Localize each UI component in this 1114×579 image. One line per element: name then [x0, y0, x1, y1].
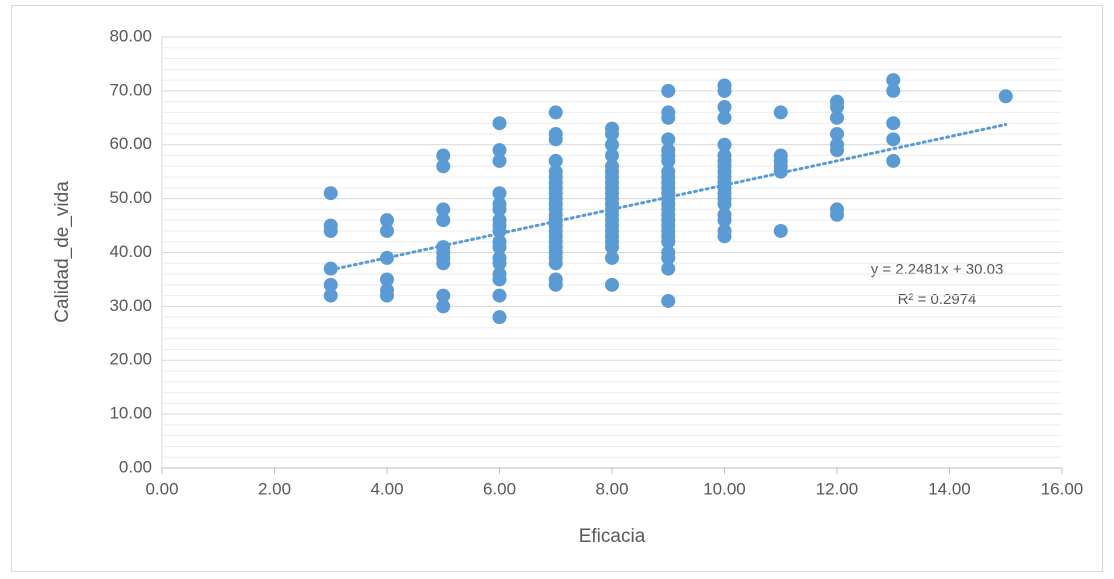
- point: [436, 159, 451, 174]
- point: [717, 197, 732, 212]
- point: [380, 223, 394, 238]
- point: [492, 272, 507, 287]
- point: [436, 148, 451, 163]
- point: [436, 256, 451, 271]
- point: [548, 132, 563, 147]
- point: [830, 143, 844, 158]
- point: [380, 250, 394, 265]
- x-axis-title: Eficacia: [579, 526, 646, 547]
- trendline: [329, 123, 1008, 272]
- point: [830, 126, 844, 141]
- point: [380, 213, 394, 228]
- point: [323, 277, 338, 292]
- point: [605, 148, 619, 163]
- y-tick-label: 30.00: [109, 296, 152, 315]
- point: [492, 240, 507, 255]
- x-tick-label: 4.00: [370, 479, 403, 498]
- point: [661, 261, 676, 276]
- point: [548, 153, 563, 168]
- point: [605, 137, 619, 152]
- point: [548, 105, 563, 120]
- point: [661, 132, 676, 147]
- y-tick-label: 20.00: [109, 350, 152, 369]
- point: [605, 126, 619, 141]
- point: [661, 234, 676, 249]
- point: [886, 116, 901, 131]
- point: [605, 240, 619, 255]
- point: [886, 132, 901, 147]
- x-tick-label: 16.00: [1041, 479, 1084, 498]
- point: [886, 153, 901, 168]
- point: [548, 256, 563, 271]
- point: [380, 288, 394, 303]
- point: [380, 272, 394, 287]
- x-tick-label: 12.00: [816, 479, 859, 498]
- point: [998, 89, 1013, 104]
- point: [830, 100, 844, 115]
- point: [492, 256, 507, 271]
- point: [717, 137, 732, 152]
- trend-r2: R² = 0.2974: [898, 291, 977, 308]
- point: [605, 277, 619, 292]
- point: [661, 250, 676, 265]
- x-tick-label: 14.00: [928, 479, 971, 498]
- point: [323, 223, 338, 238]
- point: [492, 153, 507, 168]
- y-tick-label: 60.00: [109, 134, 152, 153]
- point: [717, 229, 732, 244]
- point: [323, 186, 338, 201]
- x-tick-label: 10.00: [703, 479, 746, 498]
- point: [436, 213, 451, 228]
- y-tick-label: 70.00: [109, 80, 152, 99]
- point: [830, 110, 844, 125]
- point: [492, 143, 507, 158]
- point: [323, 288, 338, 303]
- point: [717, 213, 732, 228]
- point: [492, 186, 507, 201]
- x-tick-label: 8.00: [595, 479, 628, 498]
- point: [492, 116, 507, 131]
- x-tick-label: 6.00: [483, 479, 516, 498]
- point: [773, 223, 788, 238]
- x-tick-label: 2.00: [258, 479, 291, 498]
- point: [492, 288, 507, 303]
- point: [717, 110, 732, 125]
- point: [717, 83, 732, 98]
- point: [436, 202, 451, 217]
- point: [605, 250, 619, 265]
- point: [661, 110, 676, 125]
- point: [886, 83, 901, 98]
- point: [436, 288, 451, 303]
- point: [548, 277, 563, 292]
- point: [436, 299, 451, 314]
- point: [886, 73, 901, 88]
- y-axis-title: Calidad_de_vida: [52, 181, 73, 323]
- point: [661, 293, 676, 308]
- x-tick-label: 0.00: [145, 479, 178, 498]
- y-tick-label: 10.00: [109, 404, 152, 423]
- point: [773, 105, 788, 120]
- y-tick-label: 0.00: [119, 457, 152, 476]
- y-tick-label: 80.00: [109, 26, 152, 45]
- point: [492, 202, 507, 217]
- y-tick-label: 40.00: [109, 242, 152, 261]
- point: [717, 100, 732, 115]
- y-tick-label: 50.00: [109, 188, 152, 207]
- point: [661, 83, 676, 98]
- point: [492, 310, 507, 325]
- point: [830, 207, 844, 222]
- point: [661, 153, 676, 168]
